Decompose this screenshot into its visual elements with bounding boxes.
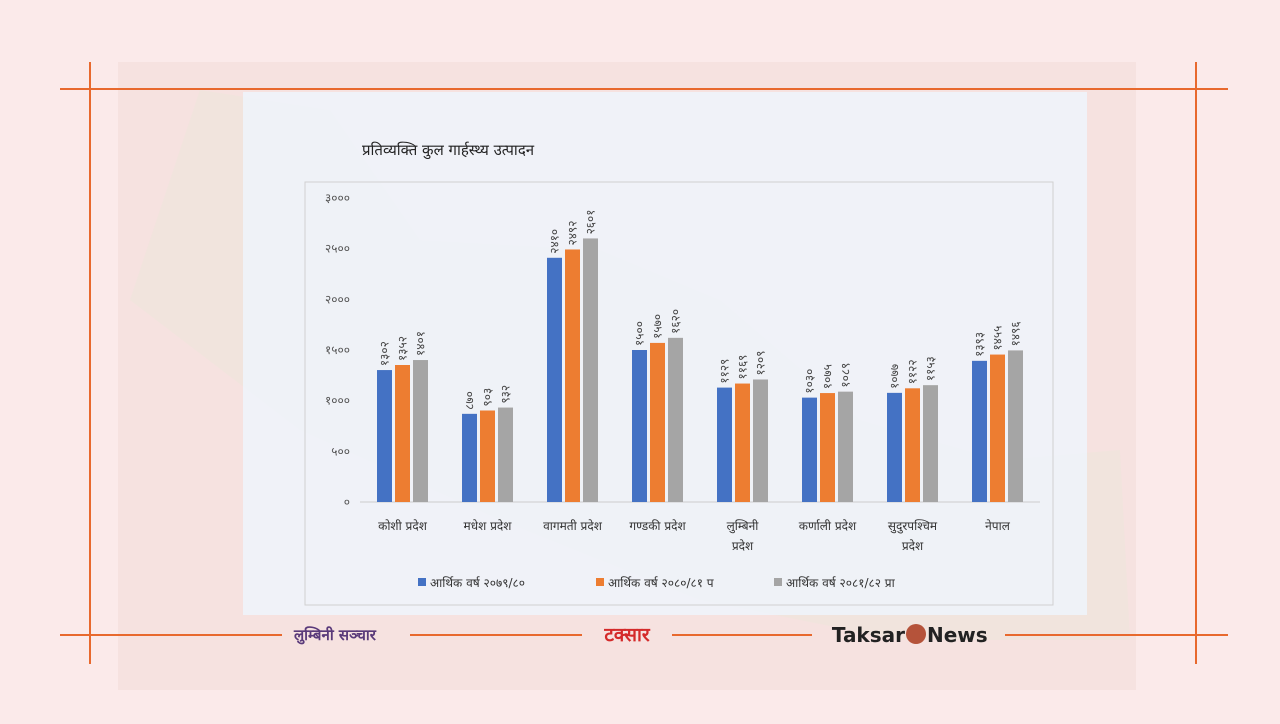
value-label: १४०१ <box>414 331 428 356</box>
value-label: ११२२ <box>906 359 920 384</box>
bar <box>905 388 920 502</box>
bar <box>1008 350 1023 502</box>
bar <box>972 360 987 502</box>
logo-right: News <box>927 623 988 647</box>
y-tick-label: २५०० <box>325 242 350 256</box>
logo-right: Taksar <box>832 623 905 647</box>
bar <box>565 249 580 502</box>
x-tick-label: नेपाल <box>985 519 1011 533</box>
bar <box>498 407 513 502</box>
bar <box>887 392 902 502</box>
value-label: १३०२ <box>378 341 392 366</box>
y-tick-label: ५०० <box>331 444 350 458</box>
value-label: ९३२ <box>499 385 513 404</box>
value-label: २४९२ <box>566 221 580 246</box>
x-tick-label: कोशी प्रदेश <box>378 519 428 533</box>
x-tick-label: लुम्बिनी प्रदेश <box>727 519 760 553</box>
value-label: ८७० <box>463 391 477 410</box>
logo-center: टक्सार <box>603 624 651 646</box>
y-tick-label: १००० <box>325 394 350 408</box>
bar <box>462 413 477 502</box>
value-label: ११५३ <box>924 356 938 381</box>
chart-title: प्रतिव्यक्ति कुल गार्हस्थ्य उत्पादन <box>362 141 535 160</box>
x-tick-label: कर्णाली प्रदेश <box>799 519 857 533</box>
bar <box>547 257 562 502</box>
legend-label: आर्थिक वर्ष २०८१/८२ प्रा <box>786 576 896 590</box>
y-tick-label: १५०० <box>325 343 350 357</box>
value-label: १६२० <box>669 309 683 334</box>
logo-icon <box>906 624 926 644</box>
value-label: १२०९ <box>754 351 768 376</box>
bar <box>717 387 732 502</box>
logo-left: लुम्बिनी सञ्चार <box>293 626 377 645</box>
bar <box>923 385 938 502</box>
bar <box>668 337 683 502</box>
x-tick-label: सुदुरपश्चिम प्रदेश <box>888 519 938 553</box>
bar <box>395 364 410 502</box>
value-label: ११२९ <box>718 359 732 384</box>
value-label: २६०१ <box>584 209 598 234</box>
bar <box>480 410 495 502</box>
value-label: ९०३ <box>481 388 495 407</box>
value-label: १४५५ <box>991 326 1005 351</box>
value-label: ११६९ <box>736 355 750 380</box>
bar <box>377 370 392 502</box>
x-tick-label: गण्डकी प्रदेश <box>629 519 686 533</box>
bar <box>413 360 428 502</box>
y-tick-label: ० <box>344 495 350 509</box>
x-tick-label: वागमती प्रदेश <box>543 519 603 533</box>
bar <box>735 383 750 502</box>
bar <box>650 342 665 502</box>
value-label: १३९३ <box>973 332 987 357</box>
bar <box>753 379 768 502</box>
value-label: १०३० <box>803 369 817 394</box>
bar <box>990 354 1005 502</box>
value-label: १४९६ <box>1009 321 1023 346</box>
bar <box>838 391 853 502</box>
value-label: १०७७ <box>888 364 902 389</box>
bar <box>820 393 835 502</box>
y-tick-label: २००० <box>325 292 350 306</box>
bar <box>583 238 598 502</box>
x-tick-label: मधेश प्रदेश <box>464 519 513 533</box>
value-label: १३५२ <box>396 336 410 361</box>
value-label: १०७५ <box>821 364 835 389</box>
y-tick-label: ३००० <box>325 191 350 205</box>
value-label: २४१० <box>548 229 562 254</box>
legend-swatch <box>596 578 604 586</box>
legend-label: आर्थिक वर्ष २०७९/८० <box>430 576 525 590</box>
value-label: १५०० <box>633 321 647 346</box>
legend-swatch <box>774 578 782 586</box>
value-label: १५७० <box>651 314 665 339</box>
plot-frame <box>304 181 1054 606</box>
legend-label: आर्थिक वर्ष २०८०/८१ प <box>608 576 714 590</box>
bar <box>802 397 817 502</box>
bar <box>632 350 647 502</box>
value-label: १०८९ <box>839 363 853 388</box>
legend-swatch <box>418 578 426 586</box>
